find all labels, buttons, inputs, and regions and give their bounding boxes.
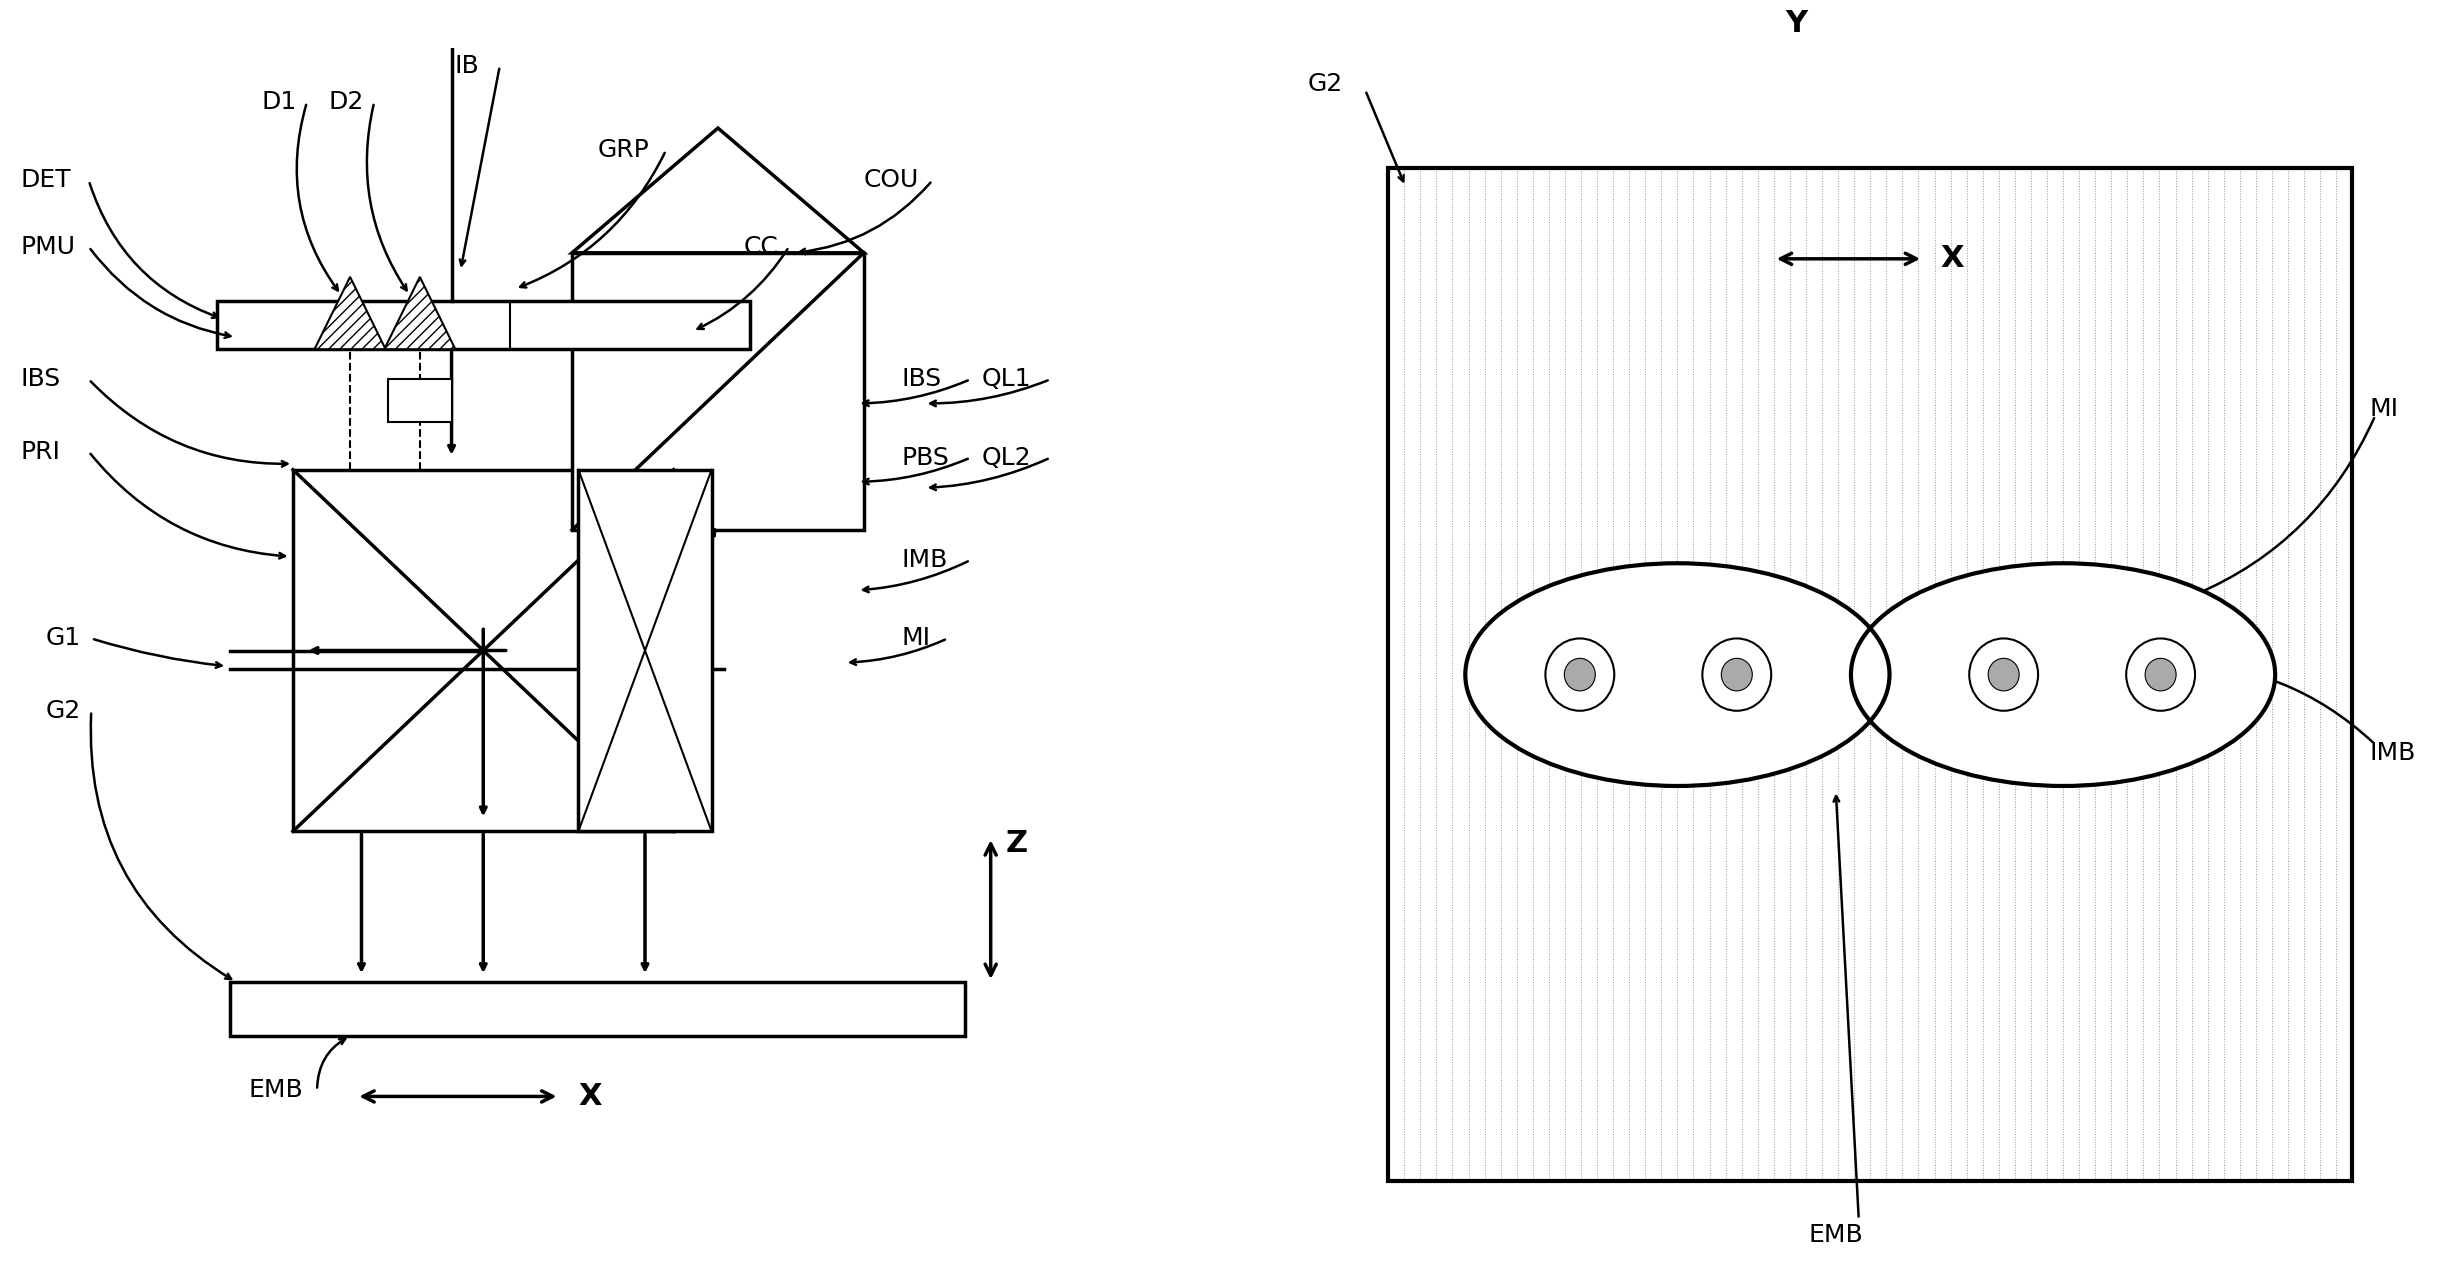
Polygon shape [573, 128, 863, 253]
Circle shape [1969, 639, 2038, 711]
Text: GRP: GRP [597, 138, 649, 162]
Circle shape [1703, 639, 1772, 711]
Circle shape [2146, 659, 2175, 691]
Circle shape [1721, 659, 1753, 691]
Text: D1: D1 [261, 90, 297, 114]
Text: CC: CC [742, 234, 779, 258]
Text: G2: G2 [1308, 72, 1342, 96]
Text: X: X [1939, 245, 1964, 274]
Text: Y: Y [1785, 9, 1807, 38]
Text: IB: IB [455, 54, 479, 79]
Bar [229, 982, 966, 1036]
Text: DET: DET [20, 169, 71, 193]
Text: QL2: QL2 [981, 446, 1032, 470]
Text: QL1: QL1 [981, 367, 1032, 392]
Text: IMB: IMB [2370, 741, 2416, 765]
Polygon shape [315, 277, 386, 350]
Text: IBS: IBS [902, 367, 941, 392]
Bar [216, 302, 750, 350]
Circle shape [1546, 639, 1615, 711]
Text: MI: MI [902, 626, 932, 650]
Text: PMU: PMU [20, 234, 76, 258]
Text: PRI: PRI [20, 440, 61, 464]
Text: D2: D2 [329, 90, 364, 114]
Text: G1: G1 [47, 626, 81, 650]
Text: IBS: IBS [20, 367, 61, 392]
Bar [578, 470, 713, 831]
Circle shape [2126, 639, 2195, 711]
Text: EMB: EMB [1809, 1223, 1863, 1247]
Ellipse shape [1851, 564, 2276, 786]
Bar [293, 470, 673, 831]
Text: G2: G2 [47, 699, 81, 722]
Text: COU: COU [863, 169, 919, 193]
Text: MI: MI [2370, 398, 2399, 422]
Circle shape [1563, 659, 1595, 691]
Bar [1389, 169, 2352, 1181]
Circle shape [1989, 659, 2018, 691]
Text: Z: Z [1005, 829, 1027, 858]
Polygon shape [383, 277, 455, 350]
Bar [388, 379, 452, 422]
Text: X: X [578, 1082, 602, 1111]
Text: PBS: PBS [902, 446, 949, 470]
Bar [573, 253, 863, 530]
Ellipse shape [1465, 564, 1890, 786]
Text: IMB: IMB [902, 549, 949, 573]
Text: EMB: EMB [248, 1078, 302, 1102]
